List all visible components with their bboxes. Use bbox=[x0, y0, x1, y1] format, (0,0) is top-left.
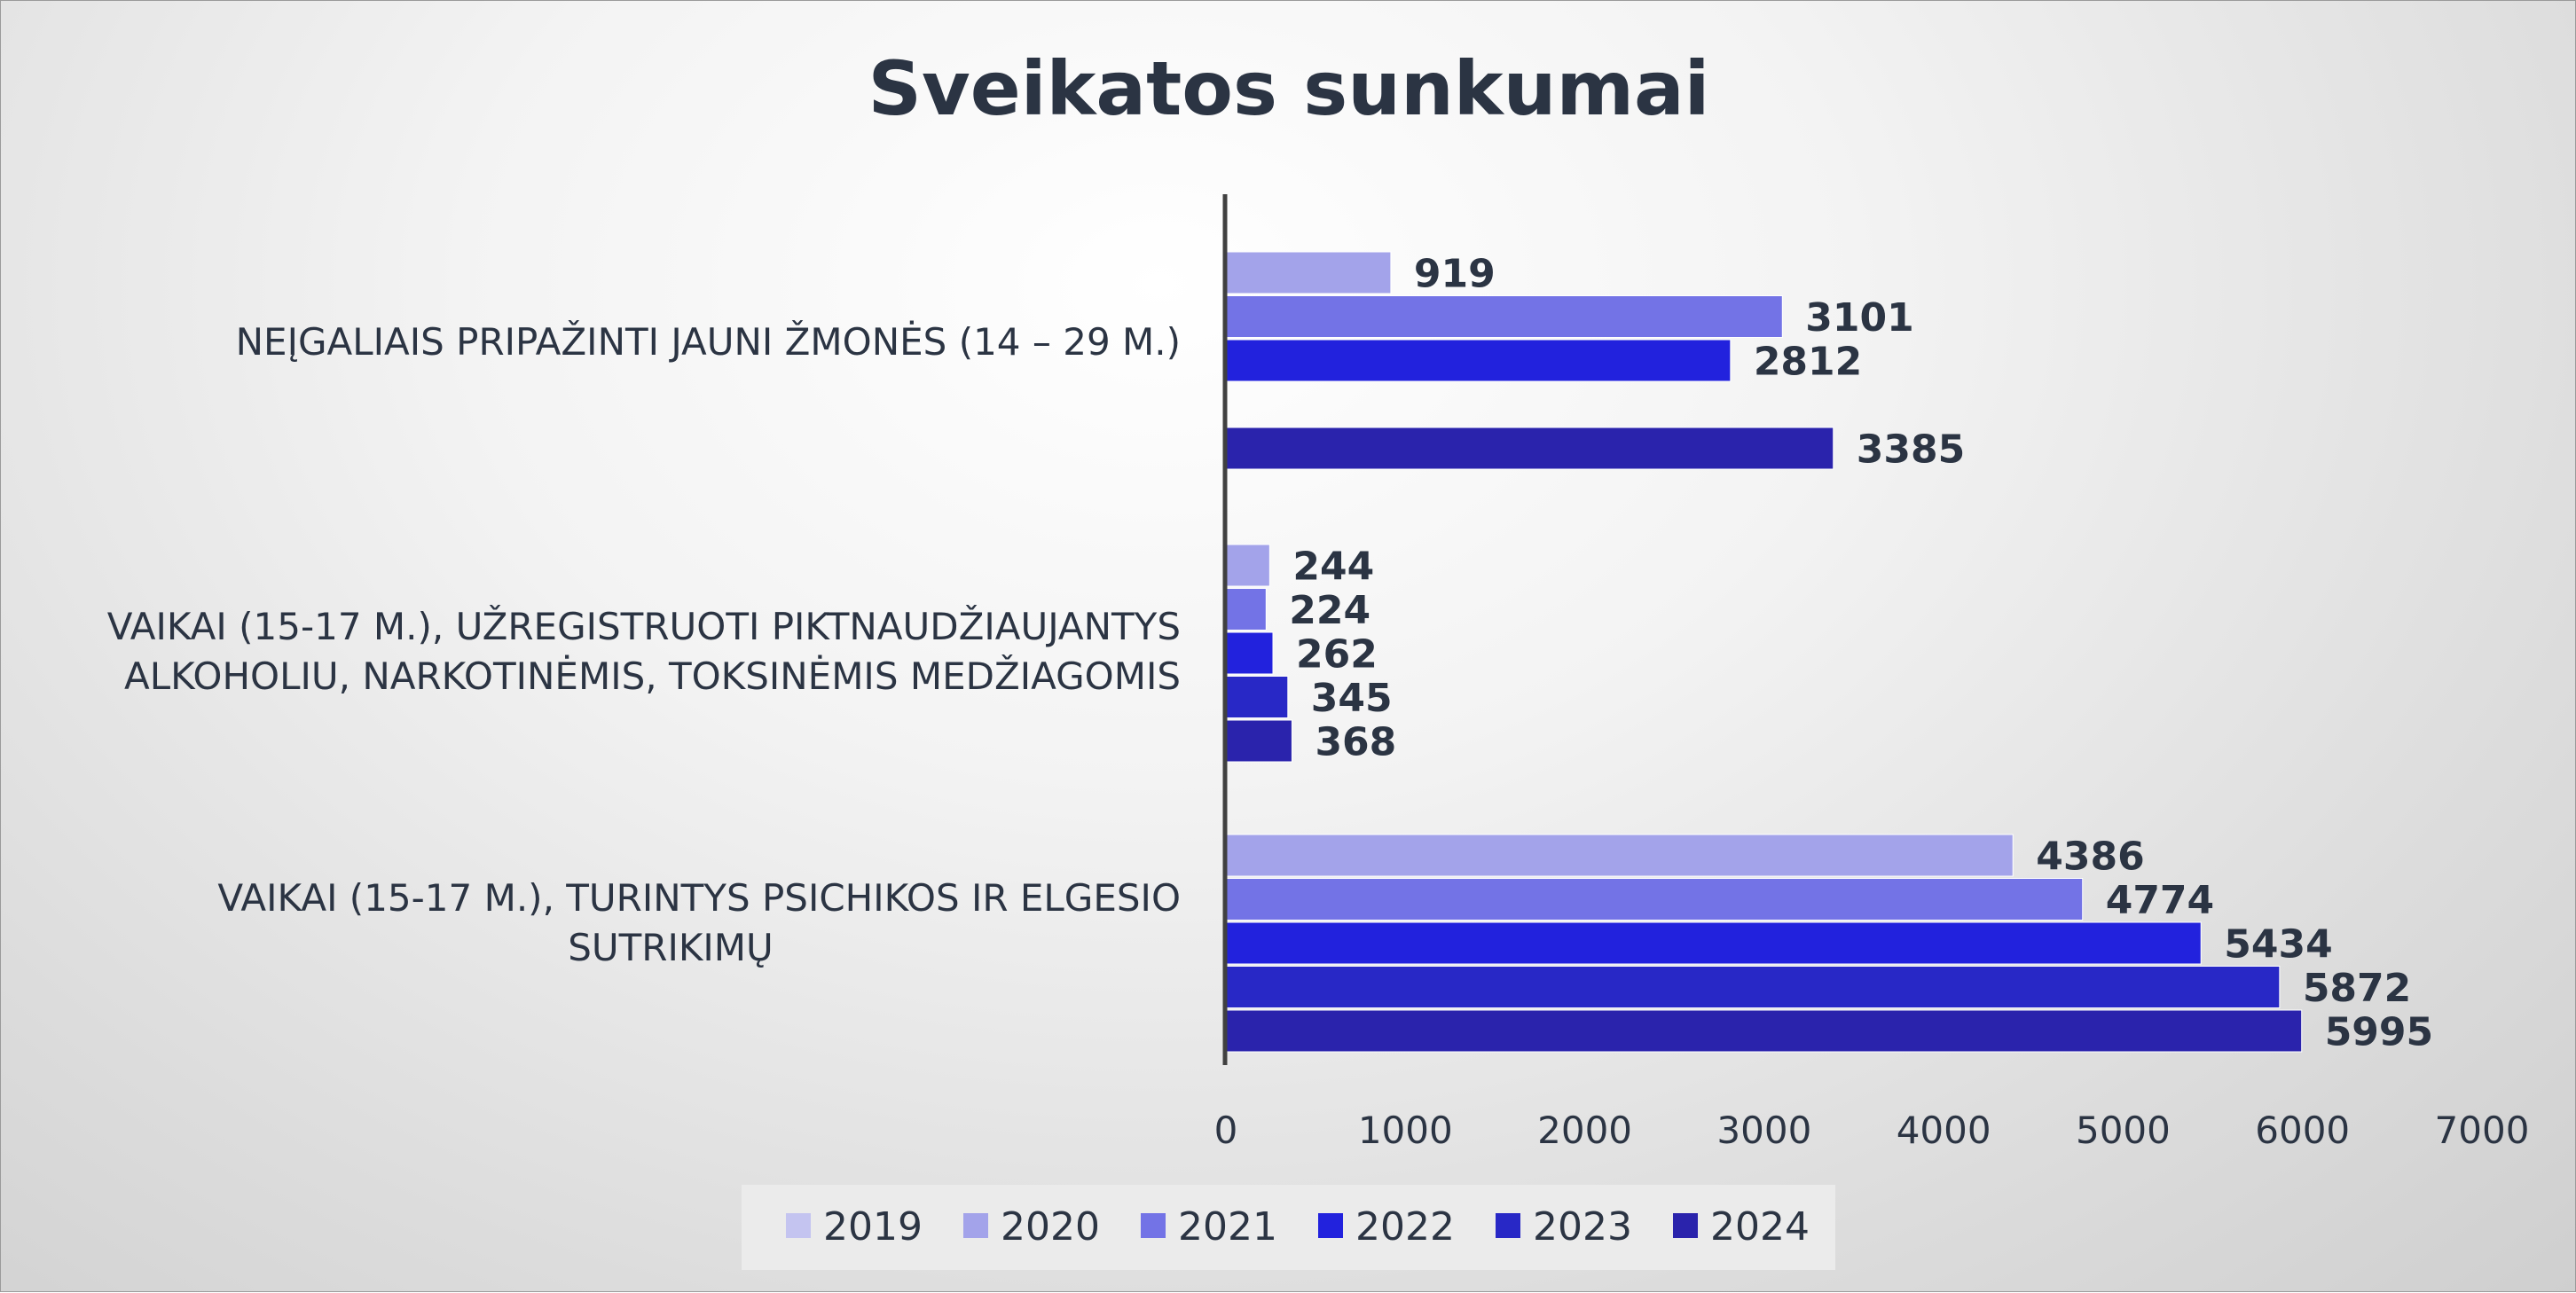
legend-swatch-2019 bbox=[786, 1213, 811, 1238]
bar-2-2020 bbox=[1225, 834, 2014, 877]
category-label-2-line-0: VAIKAI (15-17 M.), TURINTYS PSICHIKOS IR… bbox=[217, 876, 1181, 920]
bar-1-2020 bbox=[1225, 544, 1270, 587]
data-label-1-2021: 224 bbox=[1289, 588, 1370, 633]
x-tick-5000: 5000 bbox=[2076, 1109, 2171, 1152]
bar-2-2023 bbox=[1225, 966, 2281, 1008]
bar-1-2024 bbox=[1225, 719, 1292, 763]
axis-group: 0 1000 2000 3000 4000 5000 6000 7000 bbox=[1214, 194, 2530, 1152]
legend-label-2021: 2021 bbox=[1178, 1204, 1277, 1250]
legend-swatch-2022 bbox=[1318, 1213, 1343, 1238]
x-tick-0: 0 bbox=[1214, 1109, 1238, 1152]
legend-label-2020: 2020 bbox=[1001, 1204, 1100, 1250]
data-label-1-2022: 262 bbox=[1296, 632, 1378, 678]
bar-1-2023 bbox=[1225, 676, 1289, 718]
bar-0-2024 bbox=[1225, 427, 1834, 470]
x-tick-7000: 7000 bbox=[2435, 1109, 2530, 1152]
legend-label-2019: 2019 bbox=[823, 1204, 923, 1250]
bar-2-2024 bbox=[1225, 1009, 2303, 1053]
data-label-0-2024: 3385 bbox=[1857, 427, 1965, 473]
category-labels-group: NEĮGALIAIS PRIPAŽINTI JAUNI ŽMONĖS (14 –… bbox=[107, 319, 1181, 969]
bar-0-2022 bbox=[1225, 339, 1732, 382]
legend-background bbox=[742, 1185, 1835, 1270]
legend-swatch-2024 bbox=[1673, 1213, 1698, 1238]
data-label-2-2020: 4386 bbox=[2036, 835, 2144, 880]
legend: 2019 2020 2021 2022 2023 2024 bbox=[742, 1185, 1835, 1270]
category-label-0-line-0: NEĮGALIAIS PRIPAŽINTI JAUNI ŽMONĖS (14 –… bbox=[236, 319, 1181, 364]
bar-2-2022 bbox=[1225, 921, 2202, 965]
x-tick-6000: 6000 bbox=[2255, 1109, 2350, 1152]
bar-2-2021 bbox=[1225, 878, 2084, 921]
x-tick-4000: 4000 bbox=[1897, 1109, 1991, 1152]
legend-swatch-2021 bbox=[1141, 1213, 1166, 1238]
bar-0-2020 bbox=[1225, 251, 1392, 294]
data-label-2-2021: 4774 bbox=[2106, 878, 2214, 923]
data-label-1-2020: 244 bbox=[1292, 545, 1374, 590]
legend-label-2024: 2024 bbox=[1710, 1204, 1810, 1250]
data-label-1-2023: 345 bbox=[1311, 676, 1393, 721]
data-label-0-2022: 2812 bbox=[1754, 340, 1862, 385]
category-label-2-line-1: SUTRIKIMŲ bbox=[568, 926, 774, 969]
legend-swatch-2023 bbox=[1496, 1213, 1520, 1238]
bar-1-2022 bbox=[1225, 631, 1274, 675]
category-label-1-line-0: VAIKAI (15-17 M.), UŽREGISTRUOTI PIKTNAU… bbox=[107, 604, 1181, 648]
data-label-2-2023: 5872 bbox=[2303, 966, 2411, 1011]
x-tick-1000: 1000 bbox=[1358, 1109, 1453, 1152]
legend-swatch-2020 bbox=[963, 1213, 988, 1238]
data-label-1-2024: 368 bbox=[1315, 720, 1396, 765]
bar-1-2021 bbox=[1225, 588, 1267, 631]
bar-0-2021 bbox=[1225, 295, 1783, 338]
data-label-0-2021: 3101 bbox=[1805, 295, 1913, 341]
chart-title: Sveikatos sunkumai bbox=[868, 45, 1710, 132]
data-label-0-2020: 919 bbox=[1414, 252, 1496, 297]
data-label-2-2022: 5434 bbox=[2224, 922, 2332, 968]
bars-group bbox=[1225, 251, 2303, 1053]
legend-label-2023: 2023 bbox=[1533, 1204, 1632, 1250]
x-tick-2000: 2000 bbox=[1537, 1109, 1632, 1152]
legend-label-2022: 2022 bbox=[1355, 1204, 1455, 1250]
category-label-1-line-1: ALKOHOLIU, NARKOTINĖMIS, TOKSINĖMIS MEDŽ… bbox=[124, 654, 1181, 698]
x-tick-3000: 3000 bbox=[1716, 1109, 1811, 1152]
data-label-2-2024: 5995 bbox=[2325, 1010, 2433, 1055]
